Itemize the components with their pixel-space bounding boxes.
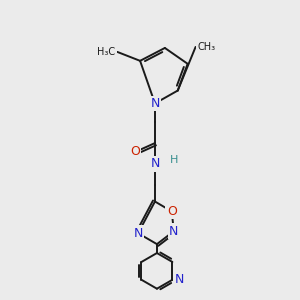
Text: H: H (170, 155, 178, 165)
Text: N: N (169, 225, 178, 238)
Text: N: N (174, 273, 184, 286)
Text: N: N (134, 227, 143, 240)
Text: O: O (167, 205, 177, 218)
Text: O: O (130, 146, 140, 158)
Text: N: N (150, 158, 160, 170)
Text: N: N (150, 97, 160, 110)
Text: CH₃: CH₃ (198, 42, 216, 52)
Text: H₃C: H₃C (97, 47, 115, 57)
